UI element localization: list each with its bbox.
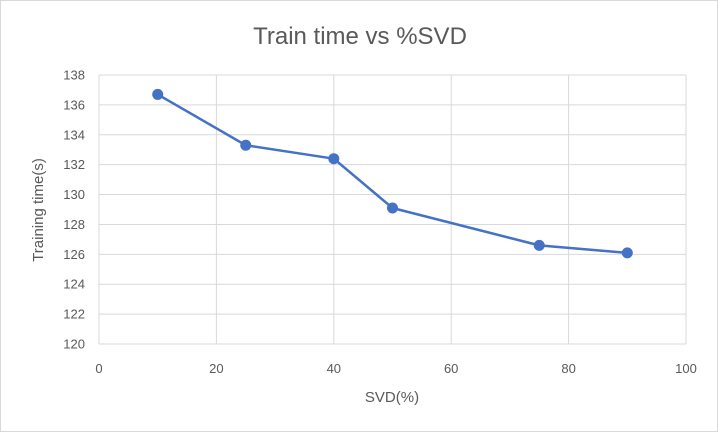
y-axis-title: Training time(s) bbox=[30, 158, 47, 262]
x-axis-title: SVD(%) bbox=[365, 389, 419, 406]
data-point bbox=[240, 139, 252, 151]
y-tick-label: 126 bbox=[63, 247, 85, 262]
y-tick-label: 138 bbox=[63, 68, 85, 83]
x-tick-labels: 0 20 40 60 80 100 bbox=[95, 361, 696, 376]
x-tick-label: 80 bbox=[561, 361, 575, 376]
data-point bbox=[621, 247, 633, 259]
y-tick-label: 124 bbox=[63, 277, 85, 292]
data-point bbox=[152, 88, 164, 100]
x-tick-label: 100 bbox=[675, 361, 697, 376]
x-tick-label: 0 bbox=[95, 361, 102, 376]
data-point bbox=[328, 153, 340, 165]
x-tick-label: 60 bbox=[444, 361, 458, 376]
y-tick-label: 122 bbox=[63, 307, 85, 322]
y-tick-label: 136 bbox=[63, 97, 85, 112]
x-tick-label: 20 bbox=[209, 361, 223, 376]
data-point bbox=[533, 239, 545, 251]
data-point bbox=[387, 202, 398, 214]
y-tick-label: 120 bbox=[63, 337, 85, 352]
series-line bbox=[156, 93, 629, 255]
y-tick-label: 134 bbox=[63, 127, 85, 142]
chart-title: Train time vs %SVD bbox=[253, 23, 467, 50]
y-tick-label: 128 bbox=[63, 217, 85, 232]
y-gridlines bbox=[99, 74, 686, 345]
y-tick-labels: 120 122 124 126 128 130 132 134 136 138 bbox=[63, 68, 85, 352]
y-tick-label: 130 bbox=[63, 187, 85, 202]
y-tick-label: 132 bbox=[63, 157, 85, 172]
x-gridlines bbox=[98, 75, 687, 344]
x-tick-label: 40 bbox=[327, 361, 341, 376]
series-layer bbox=[152, 88, 633, 259]
